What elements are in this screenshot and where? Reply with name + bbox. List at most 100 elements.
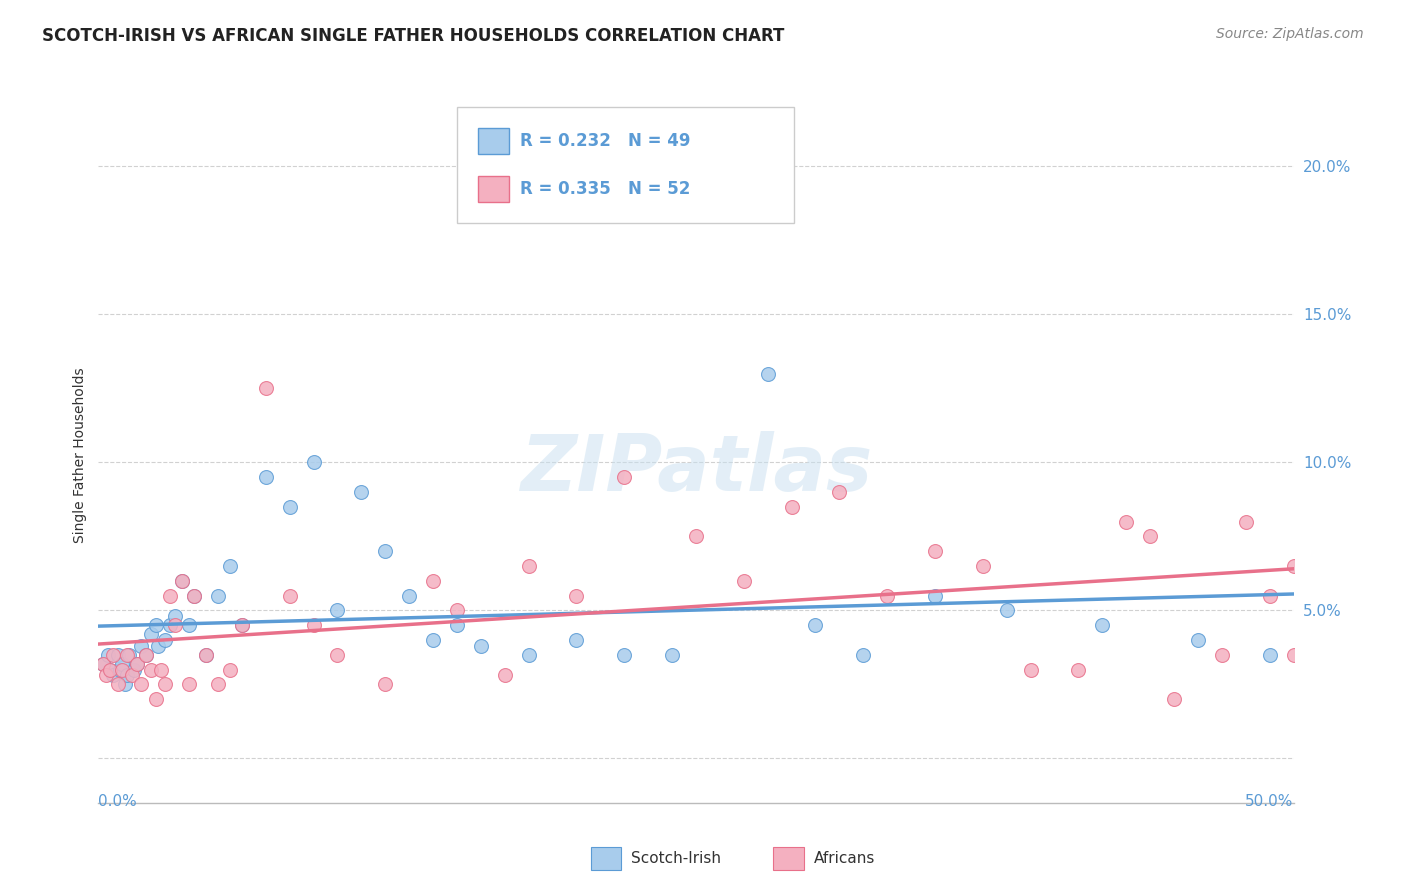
Point — [278, 500, 301, 514]
Point — [172, 574, 194, 588]
Point — [139, 663, 162, 677]
Point — [108, 663, 131, 677]
Point — [98, 663, 122, 677]
Point — [302, 618, 325, 632]
Text: SCOTCH-IRISH VS AFRICAN SINGLE FATHER HOUSEHOLDS CORRELATION CHART: SCOTCH-IRISH VS AFRICAN SINGLE FATHER HO… — [42, 27, 785, 45]
Point — [145, 618, 167, 632]
Point — [1163, 692, 1185, 706]
Point — [804, 618, 827, 632]
Point — [374, 677, 396, 691]
Point — [326, 648, 349, 662]
Point — [107, 648, 129, 662]
Point — [613, 648, 636, 662]
Point — [183, 589, 205, 603]
Point — [470, 639, 492, 653]
Point — [828, 484, 851, 499]
Point — [565, 589, 588, 603]
Point — [374, 544, 396, 558]
Text: R = 0.335: R = 0.335 — [520, 180, 612, 198]
Point — [1115, 515, 1137, 529]
Point — [972, 558, 994, 573]
Text: Source: ZipAtlas.com: Source: ZipAtlas.com — [1216, 27, 1364, 41]
Point — [155, 632, 177, 647]
Point — [139, 627, 162, 641]
Text: Scotch-Irish: Scotch-Irish — [631, 851, 721, 866]
Point — [91, 657, 114, 671]
Point — [422, 632, 444, 647]
Point — [111, 663, 134, 677]
Point — [194, 648, 217, 662]
Point — [756, 367, 779, 381]
Point — [231, 618, 253, 632]
Point — [254, 470, 277, 484]
Point — [172, 574, 194, 588]
Point — [1258, 648, 1281, 662]
Point — [125, 657, 148, 671]
Point — [101, 668, 124, 682]
Point — [517, 558, 540, 573]
Point — [1187, 632, 1209, 647]
Point — [1067, 663, 1090, 677]
Point — [183, 589, 205, 603]
Point — [125, 657, 148, 671]
Point — [1282, 558, 1305, 573]
Point — [219, 558, 242, 573]
Text: N = 52: N = 52 — [628, 180, 690, 198]
Point — [494, 668, 516, 682]
Point — [219, 663, 242, 677]
Point — [97, 648, 120, 662]
Point — [149, 663, 172, 677]
Point — [124, 663, 146, 677]
Point — [876, 589, 898, 603]
Point — [159, 618, 181, 632]
Point — [114, 677, 136, 691]
Point — [118, 648, 141, 662]
Point — [135, 648, 157, 662]
Point — [148, 639, 170, 653]
Point — [278, 589, 301, 603]
Point — [1282, 648, 1305, 662]
Point — [115, 668, 138, 682]
Point — [254, 381, 277, 395]
Point — [231, 618, 253, 632]
Text: ZIPatlas: ZIPatlas — [520, 431, 872, 507]
Point — [780, 500, 803, 514]
Point — [207, 677, 229, 691]
Point — [517, 648, 540, 662]
Point — [924, 589, 946, 603]
Point — [207, 589, 229, 603]
Point — [131, 639, 153, 653]
Point — [1211, 648, 1233, 662]
Point — [155, 677, 177, 691]
Point — [350, 484, 373, 499]
Point — [194, 648, 217, 662]
Point — [302, 455, 325, 469]
Point — [995, 603, 1018, 617]
Point — [924, 544, 946, 558]
Point — [1091, 618, 1114, 632]
Point — [661, 648, 683, 662]
Point — [398, 589, 420, 603]
Point — [107, 677, 129, 691]
Point — [94, 668, 117, 682]
Point — [131, 677, 153, 691]
Point — [91, 657, 114, 671]
Point — [101, 648, 124, 662]
Point — [733, 574, 755, 588]
Point — [145, 692, 167, 706]
Point — [1234, 515, 1257, 529]
Point — [115, 648, 138, 662]
Point — [111, 657, 134, 671]
Point — [179, 618, 201, 632]
Point — [98, 663, 122, 677]
Point — [1139, 529, 1161, 543]
Point — [163, 618, 186, 632]
Point — [326, 603, 349, 617]
Point — [613, 470, 636, 484]
Point — [685, 529, 707, 543]
Point — [159, 589, 181, 603]
Point — [446, 618, 468, 632]
Text: N = 49: N = 49 — [628, 132, 690, 150]
Point — [446, 603, 468, 617]
Point — [121, 668, 143, 682]
